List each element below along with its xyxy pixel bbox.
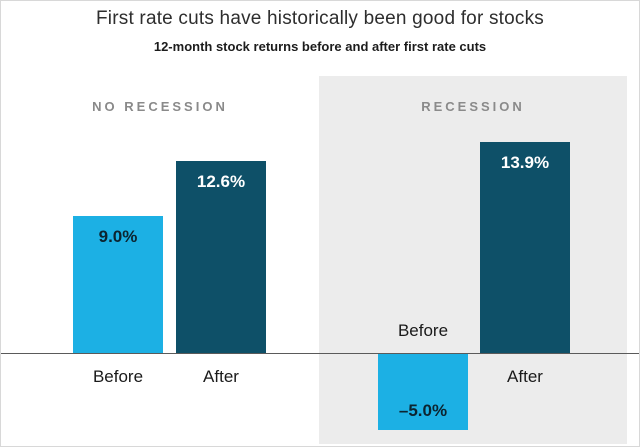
panel-header-no-recession: NO RECESSION	[92, 99, 228, 114]
zero-axis-line	[1, 353, 639, 354]
bar-recession-before: –5.0%	[378, 354, 468, 430]
chart-subtitle: 12-month stock returns before and after …	[153, 39, 487, 54]
bar-recession-after: 13.9%	[480, 141, 570, 353]
bar-value-label: –5.0%	[398, 401, 448, 420]
recession-panel-background	[319, 76, 627, 444]
chart-title: First rate cuts have historically been g…	[96, 8, 544, 29]
category-label-before: Before	[397, 321, 449, 340]
bar-no-recession-after: 12.6%	[176, 161, 266, 353]
plot-area: NO RECESSION RECESSION 9.0% 12.6% –5.0% …	[1, 69, 639, 446]
category-label-after: After	[203, 367, 239, 386]
bar-value-label: 12.6%	[196, 172, 246, 192]
bar-value-label: 13.9%	[500, 152, 550, 172]
bar-no-recession-before: 9.0%	[73, 216, 163, 353]
bar-value-label: 9.0%	[98, 227, 138, 247]
category-label-after: After	[507, 367, 543, 386]
panel-header-recession: RECESSION	[421, 99, 525, 114]
category-label-before: Before	[92, 367, 144, 386]
